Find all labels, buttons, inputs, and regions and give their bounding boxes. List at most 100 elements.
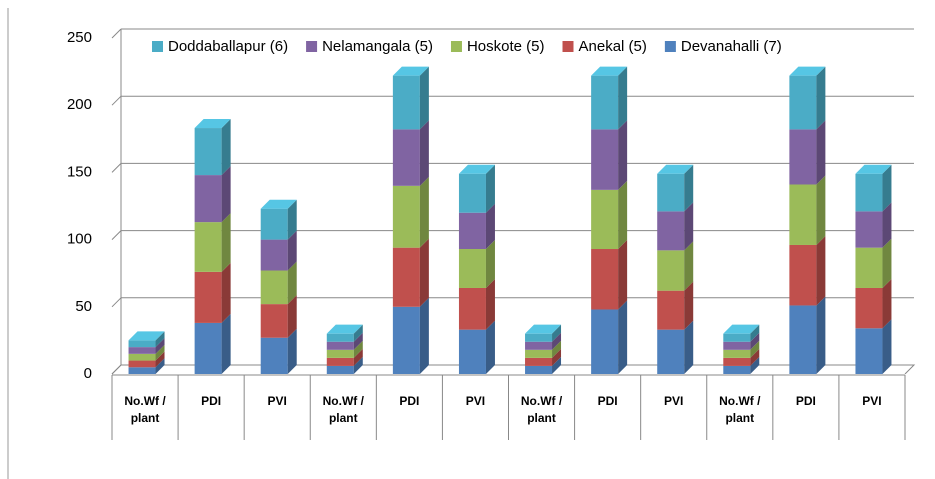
x-tick-label: PVI — [465, 394, 486, 408]
bar-top — [789, 66, 826, 76]
y-tick-label: 50 — [75, 298, 92, 315]
bar-side — [287, 199, 297, 240]
bar-front — [591, 129, 619, 190]
bar-segment — [789, 296, 826, 374]
bar-front — [789, 305, 817, 374]
bar-segment — [326, 356, 363, 374]
grid-diag — [111, 297, 122, 308]
bar-segment — [525, 332, 562, 350]
bar-side — [750, 356, 760, 374]
bar-side — [287, 261, 297, 305]
bar-segment — [194, 119, 231, 176]
bar-side — [485, 240, 495, 288]
bar-segment — [128, 344, 165, 361]
bar-segment — [194, 313, 231, 374]
bar-segment — [525, 348, 562, 366]
bar-top — [525, 324, 562, 334]
bar-side — [353, 348, 363, 366]
legend-swatch — [306, 41, 318, 52]
bar-front — [657, 250, 685, 291]
bar-segment — [260, 199, 297, 240]
bar-front — [657, 173, 685, 212]
bar-side — [552, 340, 562, 358]
bar-top — [591, 66, 628, 76]
bar-front — [723, 341, 751, 350]
bar-side — [552, 348, 562, 366]
bar-side — [155, 351, 165, 368]
bar-side — [353, 324, 363, 342]
bar-front — [855, 173, 883, 212]
bar-segment — [591, 66, 628, 130]
y-tick-label: 0 — [84, 365, 92, 382]
bar-segment — [260, 328, 297, 374]
bar-front — [458, 173, 486, 213]
x-tick-label: No.Wf / plant — [719, 394, 761, 425]
bar-segment — [392, 176, 429, 248]
bar-segment — [525, 340, 562, 358]
bar-front — [260, 304, 288, 338]
bar-segment — [326, 324, 363, 342]
bar-top — [392, 66, 429, 76]
x-tick-label: PDI — [399, 394, 420, 408]
bar-front — [591, 189, 619, 250]
bar-side — [485, 320, 495, 374]
bar-front — [392, 129, 420, 186]
x-tick-label: PVI — [862, 394, 882, 408]
bar-segment — [458, 240, 495, 288]
bar-front — [326, 365, 354, 374]
bar-front — [326, 333, 354, 342]
bar-segment — [723, 340, 760, 358]
bar-top — [458, 164, 495, 174]
bar-segment — [260, 230, 297, 271]
bar-front — [128, 340, 156, 348]
bar-front — [128, 367, 156, 374]
bar-front — [723, 365, 751, 374]
bar-front — [260, 337, 288, 374]
bar-side — [485, 278, 495, 330]
bar-side — [287, 295, 297, 338]
bar-segment — [657, 241, 694, 291]
x-tick-label: PVI — [267, 394, 287, 408]
y-tick-label: 200 — [67, 96, 92, 113]
x-tick-label: No.Wf / plant — [124, 394, 166, 425]
x-tick-label: PVI — [664, 394, 684, 408]
bar-front — [525, 333, 553, 342]
bar-side — [882, 164, 892, 212]
bar-front — [194, 322, 222, 374]
bar-front — [525, 365, 553, 374]
bar-side — [750, 324, 760, 342]
y-tick-label: 250 — [67, 29, 92, 46]
bar-side — [750, 340, 760, 358]
bar-side — [221, 213, 231, 272]
bar-top — [326, 324, 363, 334]
bar-side — [552, 356, 562, 374]
bar-front — [260, 208, 288, 240]
bar-side — [419, 120, 429, 186]
bar-side — [552, 332, 562, 350]
x-tick-label: PDI — [795, 394, 816, 408]
bar-side — [287, 328, 297, 374]
bar-front — [591, 75, 619, 130]
bar-front — [723, 349, 751, 358]
bar-front — [855, 328, 883, 374]
bar-side — [750, 348, 760, 366]
bar-segment — [458, 164, 495, 213]
y-tick-label: 150 — [67, 163, 92, 180]
bar-front — [789, 75, 817, 130]
bar-segment — [723, 356, 760, 374]
bar-segment — [723, 332, 760, 350]
bar-top — [723, 324, 760, 334]
bar-segment — [260, 295, 297, 338]
bar-front — [458, 329, 486, 374]
bar-segment — [326, 340, 363, 358]
bar-side — [882, 319, 892, 374]
bar-side — [155, 358, 165, 374]
bar-segment — [855, 164, 892, 212]
bar-front — [392, 75, 420, 130]
legend-swatch — [450, 41, 462, 52]
bar-side — [155, 344, 165, 361]
bar-segment — [326, 348, 363, 366]
bar-side — [221, 313, 231, 374]
bar-side — [882, 202, 892, 248]
